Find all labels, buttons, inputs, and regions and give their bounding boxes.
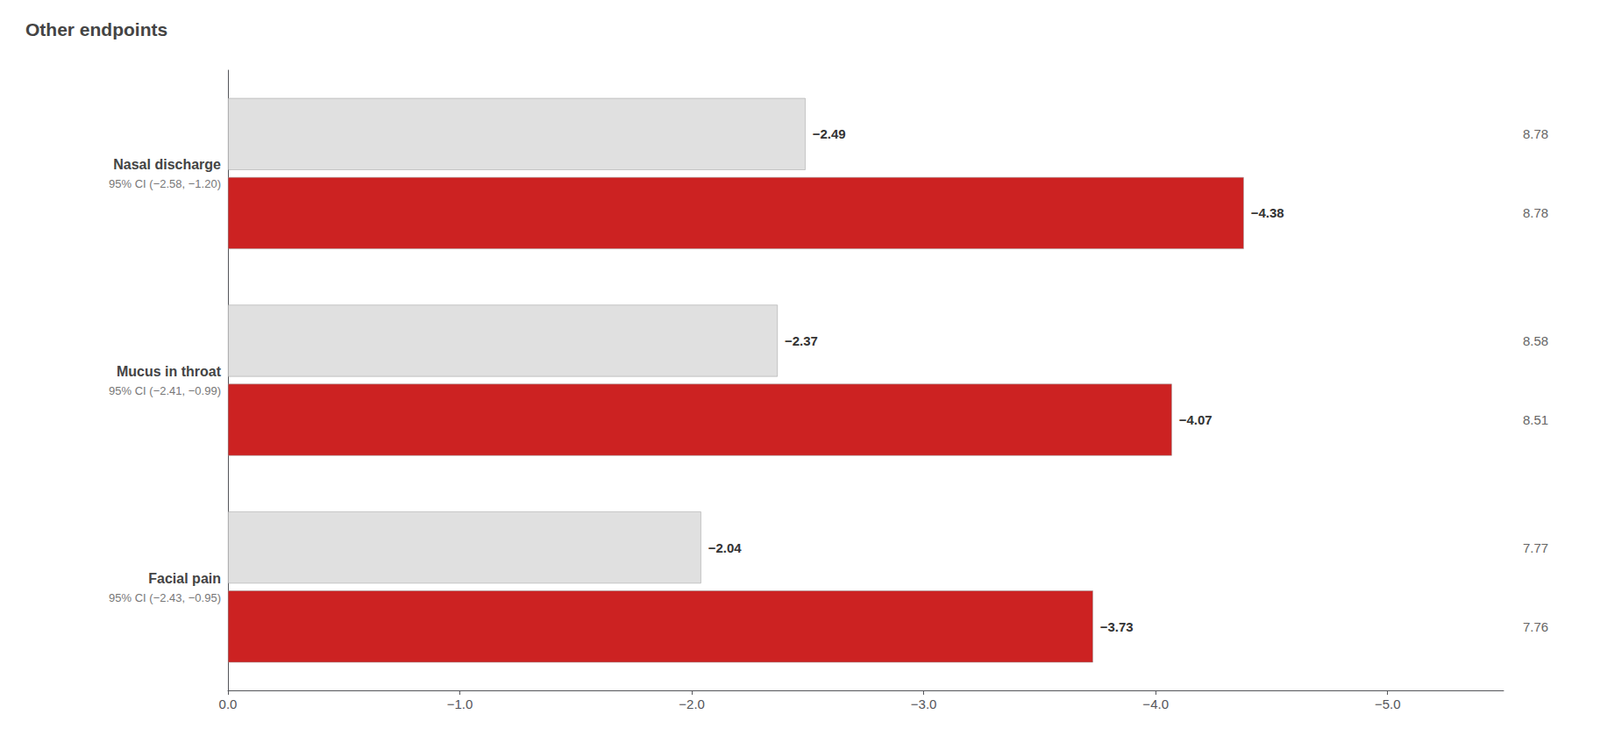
svg-text:Other endpoints: Other endpoints	[25, 19, 168, 40]
svg-text:−2.37: −2.37	[784, 333, 818, 349]
svg-text:95% CI (−2.43, −0.95): 95% CI (−2.43, −0.95)	[108, 590, 221, 605]
svg-text:−2.49: −2.49	[812, 126, 847, 142]
svg-text:−2.04: −2.04	[708, 540, 743, 555]
svg-text:−1.0: −1.0	[447, 696, 474, 712]
svg-text:Mucus in throat: Mucus in throat	[116, 363, 222, 379]
svg-text:−2.0: −2.0	[678, 696, 705, 712]
svg-text:7.77: 7.77	[1522, 540, 1549, 555]
svg-text:8.58: 8.58	[1522, 333, 1549, 349]
svg-text:−4.38: −4.38	[1251, 205, 1285, 221]
svg-text:8.78: 8.78	[1522, 205, 1549, 221]
svg-text:−4.07: −4.07	[1179, 412, 1213, 427]
svg-text:Nasal discharge: Nasal discharge	[113, 156, 221, 172]
svg-text:Facial pain: Facial pain	[148, 570, 221, 586]
svg-text:8.51: 8.51	[1522, 412, 1549, 427]
svg-text:8.78: 8.78	[1522, 126, 1549, 142]
svg-text:−4.0: −4.0	[1142, 696, 1169, 712]
svg-text:7.76: 7.76	[1522, 618, 1549, 634]
svg-text:95% CI (−2.41, −0.99): 95% CI (−2.41, −0.99)	[108, 384, 221, 398]
svg-text:95% CI (−2.58, −1.20): 95% CI (−2.58, −1.20)	[108, 177, 221, 191]
svg-text:−3.0: −3.0	[910, 696, 938, 712]
svg-text:−3.73: −3.73	[1100, 618, 1134, 634]
svg-text:−5.0: −5.0	[1374, 696, 1401, 712]
svg-text:0.0: 0.0	[219, 696, 238, 712]
